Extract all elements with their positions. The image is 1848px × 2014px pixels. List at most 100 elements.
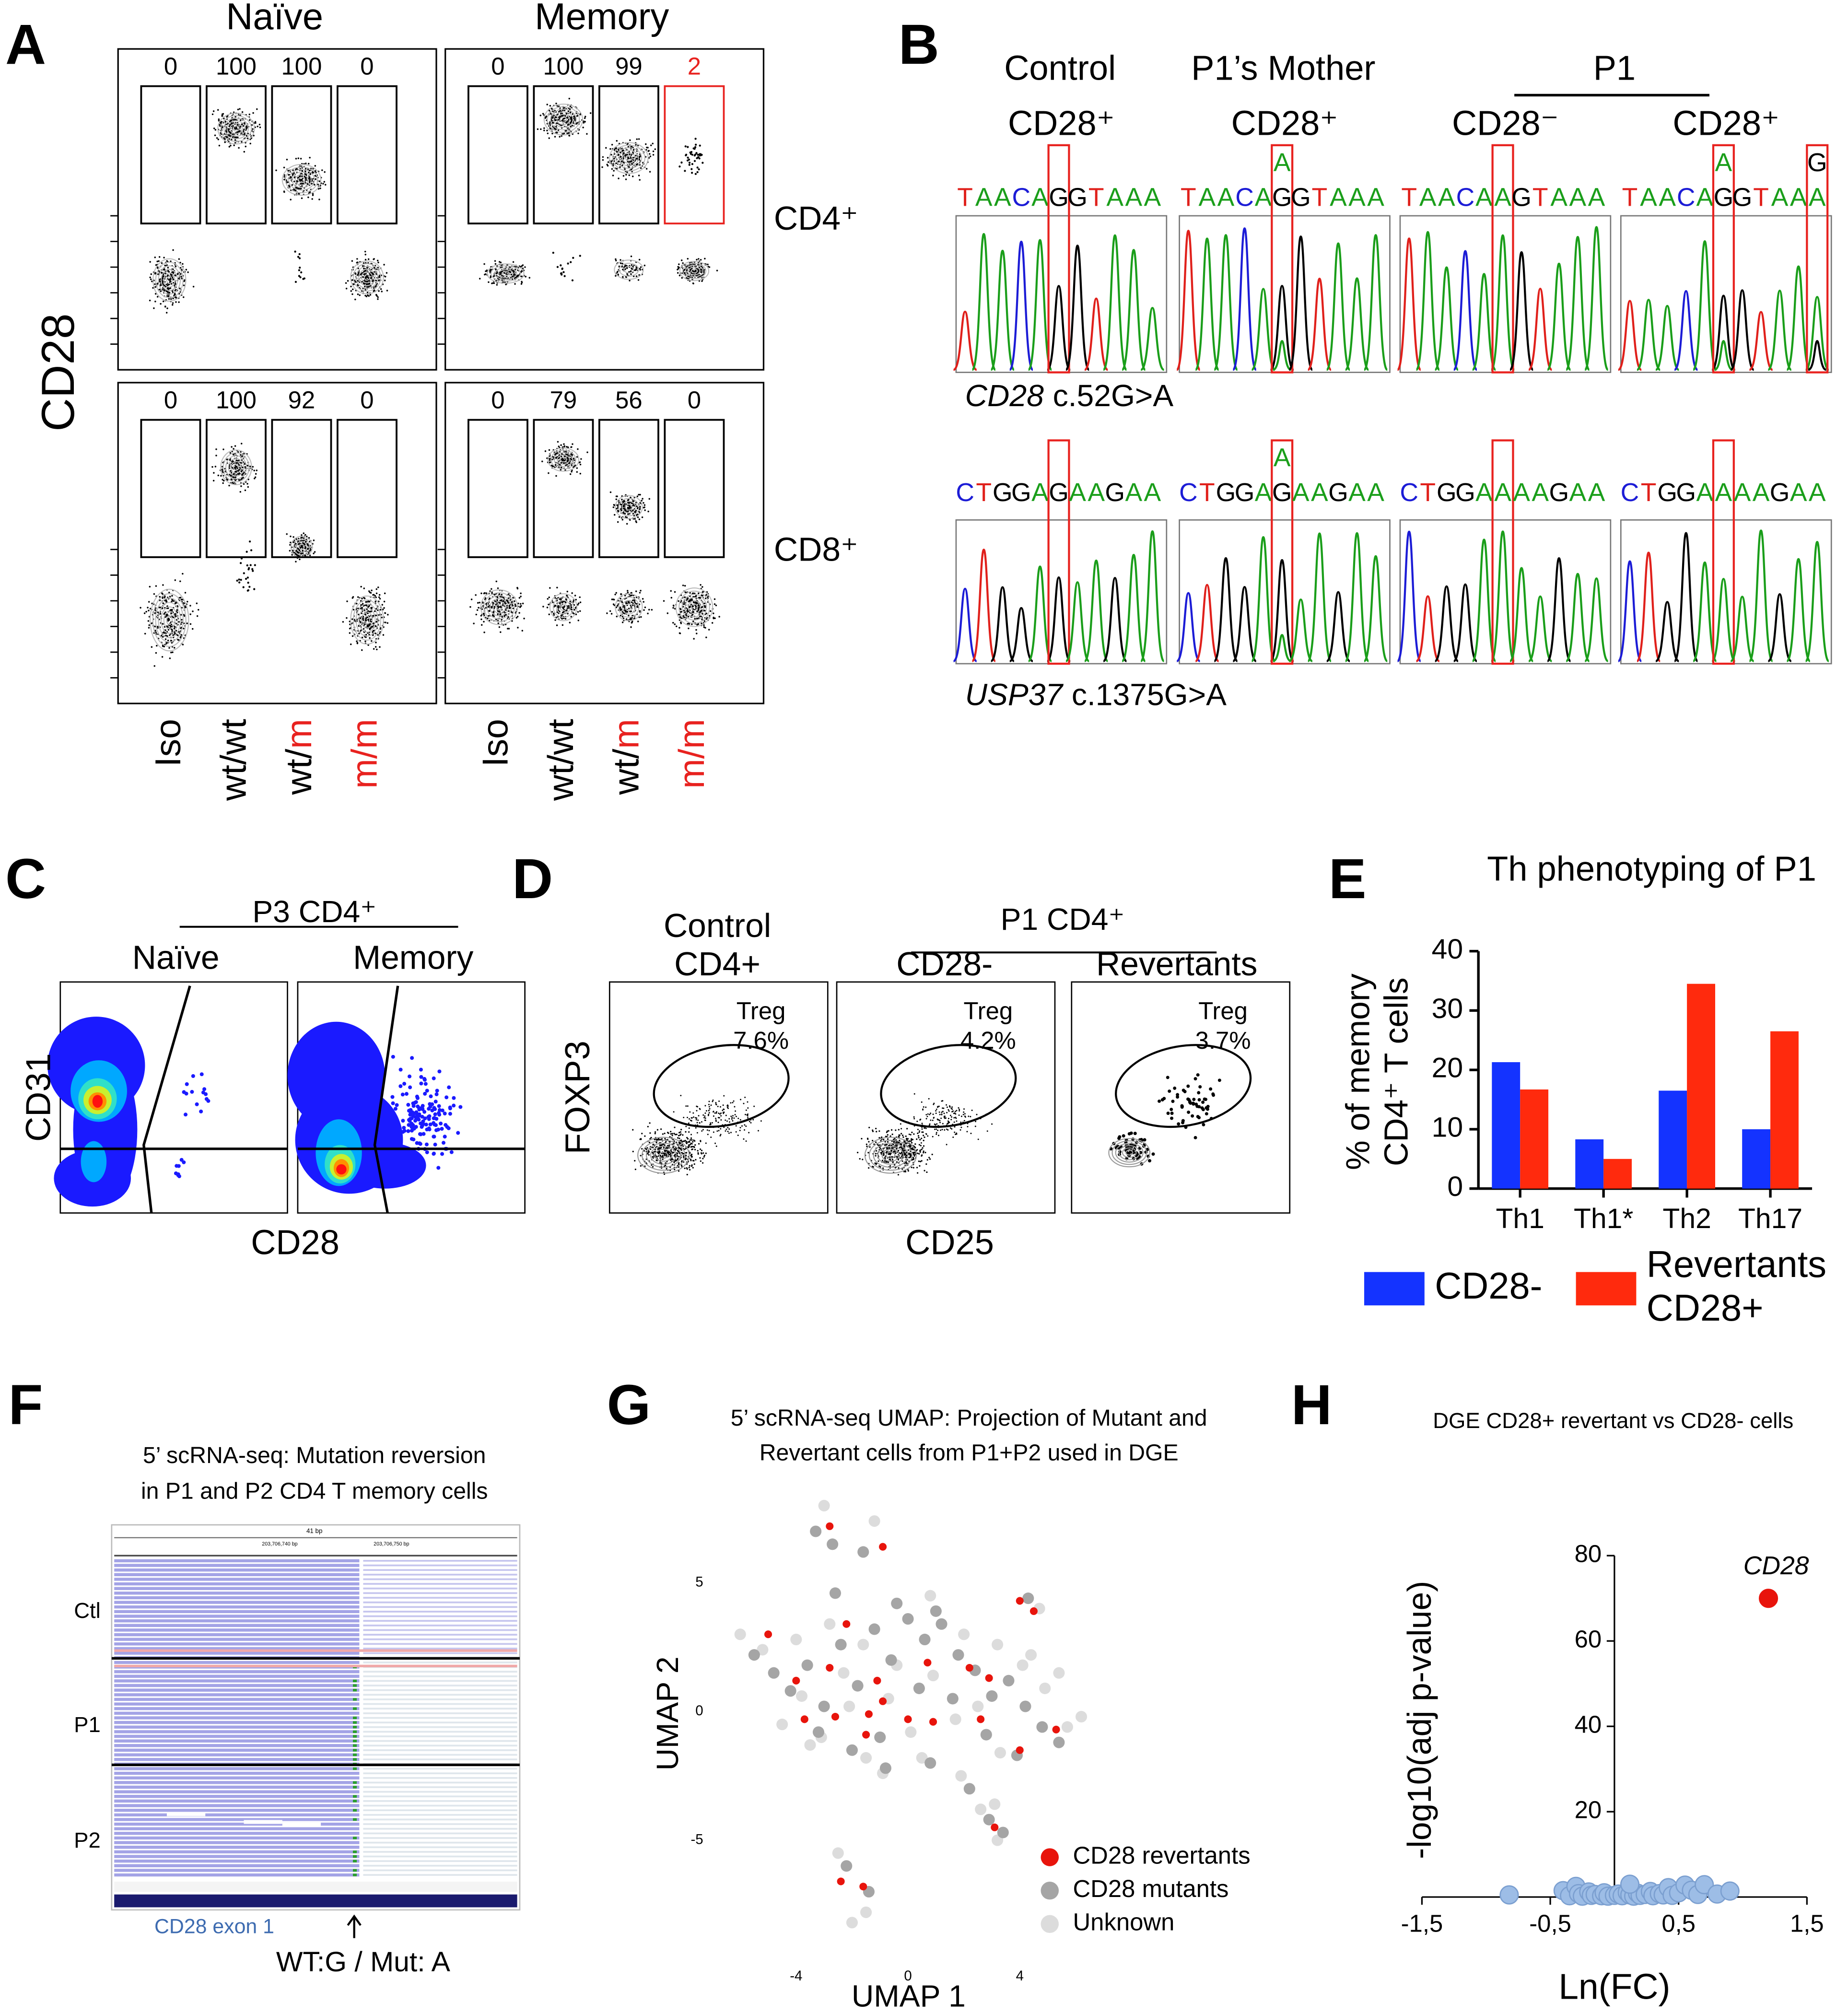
gene-bar <box>114 1895 517 1908</box>
panel-letter: D <box>512 847 553 910</box>
gate-label: Treg <box>737 997 786 1024</box>
point <box>1076 1711 1087 1722</box>
point <box>886 1654 897 1666</box>
genotype-label: wt/wt <box>540 719 581 801</box>
genotype-label: m/m <box>671 719 712 789</box>
point <box>924 1590 936 1602</box>
point <box>831 1713 839 1721</box>
row-label: CD8⁺ <box>774 531 858 568</box>
gene-caption: USP37c.1375G>A <box>965 678 1227 712</box>
point <box>958 1628 970 1640</box>
base-letter: A <box>1696 479 1713 507</box>
point <box>810 1525 821 1537</box>
point <box>924 1757 936 1769</box>
point <box>869 1515 880 1527</box>
column-title: Memory <box>535 0 669 37</box>
point <box>819 1700 830 1712</box>
legend-swatch <box>1364 1272 1425 1306</box>
gene-caption: CD28c.52G>A <box>965 378 1174 413</box>
x-tick-label: Th1 <box>1496 1203 1544 1234</box>
overlay-letter: A <box>1274 444 1291 472</box>
chart-title: Revertant cells from P1+P2 used in DGE <box>760 1440 1179 1465</box>
gene-name: CD28 <box>965 378 1044 413</box>
axis-label: CD25 <box>905 1224 994 1262</box>
legend-label: CD28 mutants <box>1073 1875 1228 1902</box>
base-letter: A <box>1532 479 1549 507</box>
base-letter: A <box>1311 479 1328 507</box>
base-letter: G <box>1049 479 1069 507</box>
axis-label: CD31 <box>20 1053 58 1142</box>
base-letter: A <box>1588 183 1605 211</box>
point <box>1053 1726 1060 1733</box>
gate-percentage: 100 <box>216 53 257 80</box>
legend-label: CD28- <box>1435 1265 1542 1307</box>
base-letter: C <box>1179 479 1198 507</box>
point <box>837 1877 845 1885</box>
base-letter: A <box>1348 183 1366 211</box>
base-letter: G <box>1216 479 1236 507</box>
overlay-letter: A <box>1274 149 1291 177</box>
legend-marker <box>1041 1915 1059 1933</box>
point <box>879 1698 887 1705</box>
point <box>874 1732 886 1743</box>
point <box>1721 1882 1739 1900</box>
gate-label: Treg <box>1198 997 1248 1024</box>
point <box>927 1670 939 1681</box>
bar <box>1520 1089 1548 1189</box>
point <box>796 1690 807 1702</box>
point <box>952 1649 964 1661</box>
genotype-label: Iso <box>475 719 515 767</box>
genotype-part: m/m <box>344 719 384 789</box>
base-letter: T <box>1312 183 1328 211</box>
base-letter: G <box>1511 183 1532 211</box>
point <box>1036 1721 1048 1733</box>
y-tick-label: 40 <box>1432 934 1463 965</box>
base-letter: T <box>1420 479 1436 507</box>
point <box>859 1883 867 1890</box>
base-letter: A <box>1753 479 1770 507</box>
point <box>1759 1589 1777 1607</box>
base-letter: T <box>1199 479 1215 507</box>
base-letter: T <box>957 183 973 211</box>
y-tick-label: 60 <box>1575 1626 1602 1653</box>
point <box>852 1680 864 1692</box>
gate-percentage: 2 <box>688 53 701 80</box>
point <box>989 1798 1000 1810</box>
row-label: CD4⁺ <box>774 199 858 237</box>
base-letter: A <box>1715 479 1732 507</box>
density <box>93 1095 103 1108</box>
base-letter: G <box>1105 479 1125 507</box>
base-letter: C <box>1677 183 1696 211</box>
gate-percentage: 0 <box>360 53 374 80</box>
point <box>924 1659 931 1666</box>
point <box>842 1620 850 1628</box>
base-letter: A <box>1475 183 1493 211</box>
point <box>857 1546 869 1557</box>
point <box>1500 1886 1518 1904</box>
panel-letter: F <box>9 1373 43 1436</box>
y-tick-label: 0 <box>695 1703 703 1719</box>
mutation-name: c.1375G>A <box>1072 678 1227 712</box>
base-letter: T <box>1753 183 1769 211</box>
population-label: CD28⁺ <box>1231 105 1338 143</box>
column-title: Control <box>664 907 771 944</box>
base-letter: A <box>1348 479 1366 507</box>
y-tick-label: 80 <box>1575 1540 1602 1568</box>
gate-percentage: 100 <box>216 386 257 414</box>
base-letter: A <box>994 183 1011 211</box>
point <box>919 1634 930 1645</box>
base-letter: A <box>1144 479 1161 507</box>
point <box>913 1683 925 1694</box>
axis-label: Ln(FC) <box>1558 1967 1670 2007</box>
bar <box>1492 1062 1520 1189</box>
column-title: Naïve <box>226 0 323 37</box>
panel-letter: H <box>1291 1373 1332 1436</box>
ruler-label: 203,706,740 bp <box>262 1541 297 1547</box>
point <box>986 1690 997 1702</box>
gene-name: USP37 <box>965 678 1064 712</box>
base-letter: G <box>1328 479 1348 507</box>
population-label: CD28⁻ <box>1452 105 1559 143</box>
base-letter: A <box>1550 183 1567 211</box>
